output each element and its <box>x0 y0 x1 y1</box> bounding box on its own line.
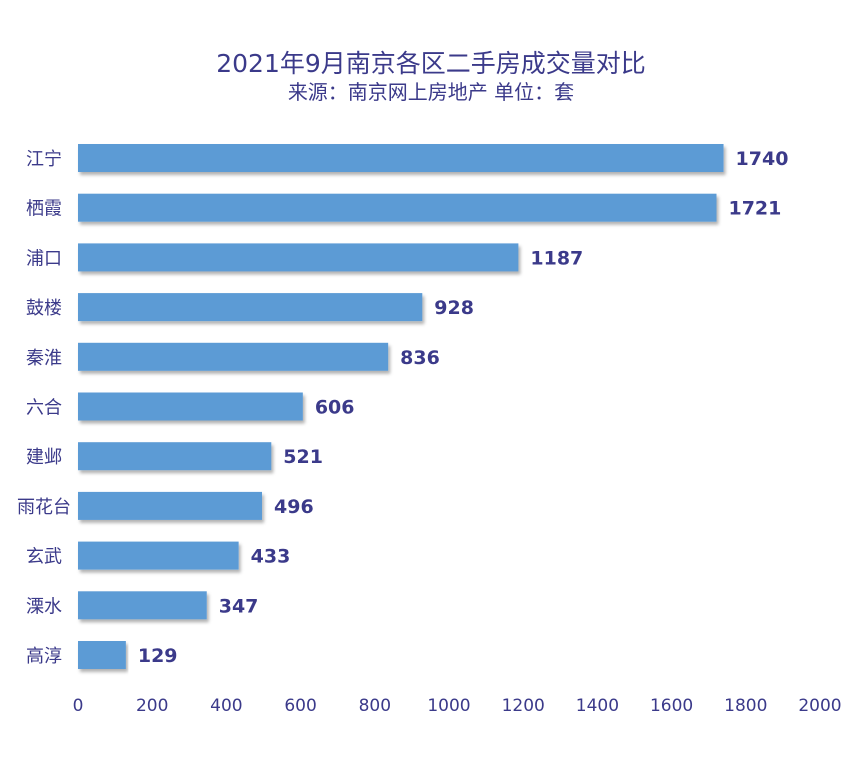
category-label: 高淳 <box>26 646 62 667</box>
data-label: 496 <box>274 496 314 518</box>
data-label: 836 <box>400 347 440 369</box>
x-tick-label: 200 <box>136 696 168 716</box>
bar <box>78 293 423 322</box>
chart-subtitle: 来源：南京网上房地产 单位：套 <box>287 80 575 104</box>
x-tick-label: 1200 <box>502 696 545 716</box>
bar <box>78 641 126 669</box>
data-label: 521 <box>283 446 323 468</box>
data-label: 1721 <box>728 198 781 220</box>
category-label: 浦口 <box>26 248 62 269</box>
data-label: 606 <box>315 397 355 419</box>
bar <box>78 193 717 222</box>
bar <box>78 541 239 570</box>
category-label: 建邺 <box>26 447 62 468</box>
category-label: 雨花台 <box>17 497 71 518</box>
data-label: 129 <box>138 645 178 667</box>
bar <box>78 491 263 520</box>
bar <box>78 591 207 620</box>
x-tick-label: 1000 <box>427 696 470 716</box>
x-tick-label: 600 <box>284 696 316 716</box>
category-label: 六合 <box>26 398 62 419</box>
data-label: 1187 <box>530 247 583 269</box>
x-tick-label: 1800 <box>724 696 767 716</box>
bar <box>78 144 724 172</box>
bar <box>78 392 303 421</box>
category-label: 秦淮 <box>26 348 62 369</box>
x-tick-label: 2000 <box>798 696 841 716</box>
category-label: 玄武 <box>26 547 62 568</box>
bar <box>78 442 272 471</box>
chart-title: 2021年9月南京各区二手房成交量对比 <box>216 49 646 78</box>
x-tick-label: 400 <box>210 696 242 716</box>
category-label: 江宁 <box>26 149 62 170</box>
category-label: 溧水 <box>26 596 62 617</box>
x-tick-label: 0 <box>73 696 84 716</box>
category-label: 栖霞 <box>26 199 62 220</box>
x-tick-label: 1400 <box>576 696 619 716</box>
data-label: 1740 <box>736 148 789 170</box>
data-label: 347 <box>219 595 259 617</box>
data-label: 928 <box>434 297 474 319</box>
bar <box>78 342 389 371</box>
category-label: 鼓楼 <box>26 298 62 319</box>
data-label: 433 <box>251 546 291 568</box>
bar <box>78 243 519 272</box>
x-tick-label: 800 <box>359 696 391 716</box>
x-tick-label: 1600 <box>650 696 693 716</box>
